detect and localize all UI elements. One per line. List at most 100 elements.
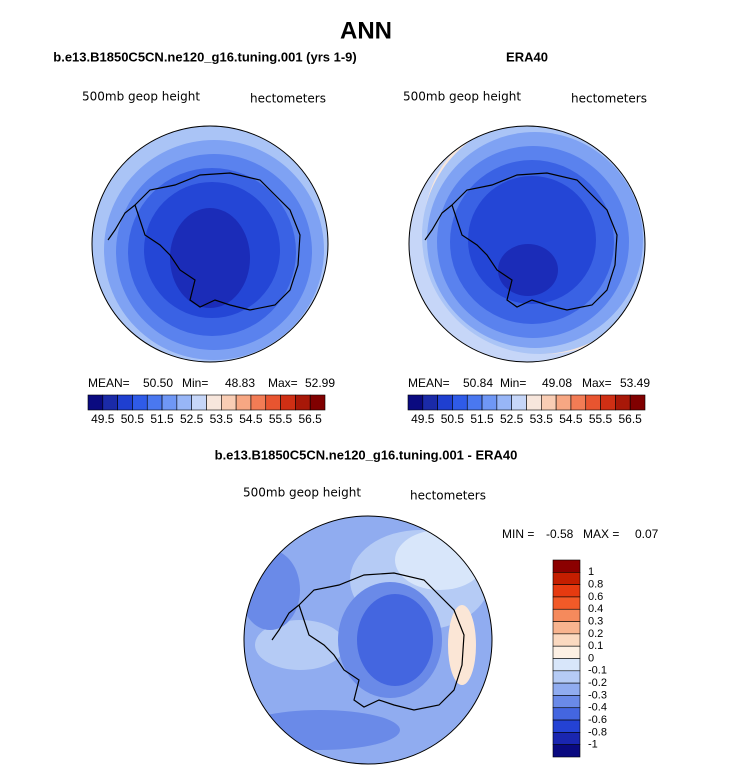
stat-label: Min= (182, 376, 208, 390)
main-title: ANN (340, 17, 392, 44)
colorbar-box (585, 394, 601, 411)
colorbar-box (552, 596, 581, 610)
colorbar-label: 54.5 (559, 412, 583, 426)
colorbar: 49.5 50.5 51.5 52.5 53.5 54.5 55.5 56.5 (87, 394, 326, 426)
units: hectometers (410, 489, 486, 503)
colorbar-box (250, 394, 267, 411)
colorbar-box (481, 394, 498, 411)
colorbar-box (102, 394, 118, 411)
colorbar-box (176, 394, 192, 411)
variable: 500mb geop height (82, 90, 200, 104)
colorbar-box (552, 572, 581, 585)
stat-label: Min= (500, 376, 526, 390)
colorbar-label: 52.5 (180, 412, 204, 426)
colorbar-box (552, 621, 581, 635)
colorbar-box (552, 670, 581, 684)
stat-value: 52.99 (305, 376, 335, 390)
colorbar-box (552, 707, 581, 721)
colorbar-box (466, 394, 483, 411)
colorbar-box (422, 394, 438, 411)
stat-label: MIN = (502, 527, 534, 541)
colorbar-box (295, 394, 311, 411)
colorbar-label: 49.5 (91, 412, 115, 426)
stat-label: Max= (268, 376, 298, 390)
colorbar-box (552, 682, 581, 696)
colorbar-box (552, 645, 581, 659)
colorbar-label: 53.5 (530, 412, 554, 426)
colorbar-label: 50.5 (441, 412, 465, 426)
colorbar-box (600, 394, 616, 411)
map (92, 126, 328, 362)
colorbar-label: -0.1 (588, 665, 607, 677)
colorbar-box (265, 394, 281, 411)
colorbar-box (552, 608, 581, 622)
stat-value: 53.49 (620, 376, 650, 390)
colorbar-box (221, 394, 237, 411)
map (409, 126, 645, 362)
colorbar-box (496, 394, 512, 411)
colorbar-label: 0.6 (588, 591, 603, 603)
colorbar-box (552, 658, 581, 672)
colorbar-label: 53.5 (210, 412, 234, 426)
colorbar-box (526, 394, 542, 411)
colorbar-box (161, 394, 178, 411)
colorbar-box (452, 394, 468, 411)
colorbar-box (235, 394, 252, 411)
colorbar-label: 0.1 (588, 640, 603, 652)
panel-title: b.e13.B1850C5CN.ne120_g16.tuning.001 - E… (215, 447, 518, 462)
colorbar-label: 55.5 (589, 412, 613, 426)
colorbar-box (117, 394, 133, 411)
stat-value: 50.84 (463, 376, 493, 390)
colorbar-box (552, 695, 581, 709)
stat-value: 48.83 (225, 376, 255, 390)
variable: 500mb geop height (403, 90, 521, 104)
colorbar-box (552, 744, 581, 758)
stat-value: -0.58 (546, 527, 574, 541)
stat-label: Max= (582, 376, 612, 390)
colorbar-label: 0.8 (588, 579, 603, 591)
colorbar: 49.5 50.5 51.5 52.5 53.5 54.5 55.5 56.5 (407, 394, 646, 426)
variable: 500mb geop height (243, 486, 361, 500)
panel-title: b.e13.B1850C5CN.ne120_g16.tuning.001 (yr… (53, 49, 356, 64)
colorbar-label: 56.5 (619, 412, 643, 426)
colorbar-label: 0.2 (588, 628, 603, 640)
colorbar-label: -0.8 (588, 726, 607, 738)
colorbar-label: -0.2 (588, 677, 607, 689)
colorbar-box (511, 394, 527, 411)
colorbar-box (552, 584, 581, 598)
colorbar-box (132, 394, 148, 411)
colorbar-label: -0.3 (588, 689, 607, 701)
colorbar-label: 55.5 (269, 412, 293, 426)
colorbar-box (552, 719, 581, 733)
colorbar-box (309, 394, 326, 411)
colorbar-label: 0 (588, 652, 594, 664)
colorbar-box (552, 633, 581, 647)
colorbar-label: 56.5 (299, 412, 323, 426)
colorbar-box (615, 394, 631, 411)
colorbar-label: 51.5 (150, 412, 174, 426)
colorbar-label: -0.4 (588, 702, 607, 714)
units: hectometers (571, 92, 647, 106)
colorbar-box (570, 394, 587, 411)
colorbar-box (407, 394, 424, 411)
colorbar-label: 54.5 (239, 412, 263, 426)
panel-title: ERA40 (506, 49, 548, 64)
units: hectometers (250, 92, 326, 106)
colorbar-box (629, 394, 646, 411)
stat-label: MAX = (583, 527, 619, 541)
colorbar-label: 0.4 (588, 603, 603, 615)
colorbar-box (437, 394, 453, 411)
colorbar-box (146, 394, 163, 411)
colorbar-label: 52.5 (500, 412, 524, 426)
colorbar-box (206, 394, 222, 411)
stat-label: MEAN= (408, 376, 450, 390)
stat-value: 49.08 (542, 376, 572, 390)
colorbar-box (541, 394, 557, 411)
colorbar-box (280, 394, 296, 411)
colorbar-label: -0.6 (588, 714, 607, 726)
colorbar-label: 49.5 (411, 412, 435, 426)
colorbar-box (552, 559, 581, 573)
colorbar-label: 51.5 (470, 412, 494, 426)
colorbar-label: 0.3 (588, 615, 603, 627)
stat-value: 0.07 (635, 527, 659, 541)
